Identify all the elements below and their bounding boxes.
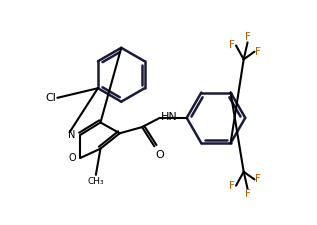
Text: N: N [68, 130, 76, 140]
Text: O: O [155, 150, 164, 160]
Text: F: F [255, 47, 261, 57]
Text: Cl: Cl [45, 93, 56, 103]
Text: HN: HN [161, 112, 178, 122]
Text: F: F [245, 32, 250, 42]
Text: F: F [230, 181, 235, 191]
Text: O: O [68, 153, 76, 163]
Text: F: F [245, 189, 250, 200]
Text: F: F [255, 174, 261, 184]
Text: CH₃: CH₃ [87, 177, 104, 186]
Text: F: F [230, 40, 235, 50]
